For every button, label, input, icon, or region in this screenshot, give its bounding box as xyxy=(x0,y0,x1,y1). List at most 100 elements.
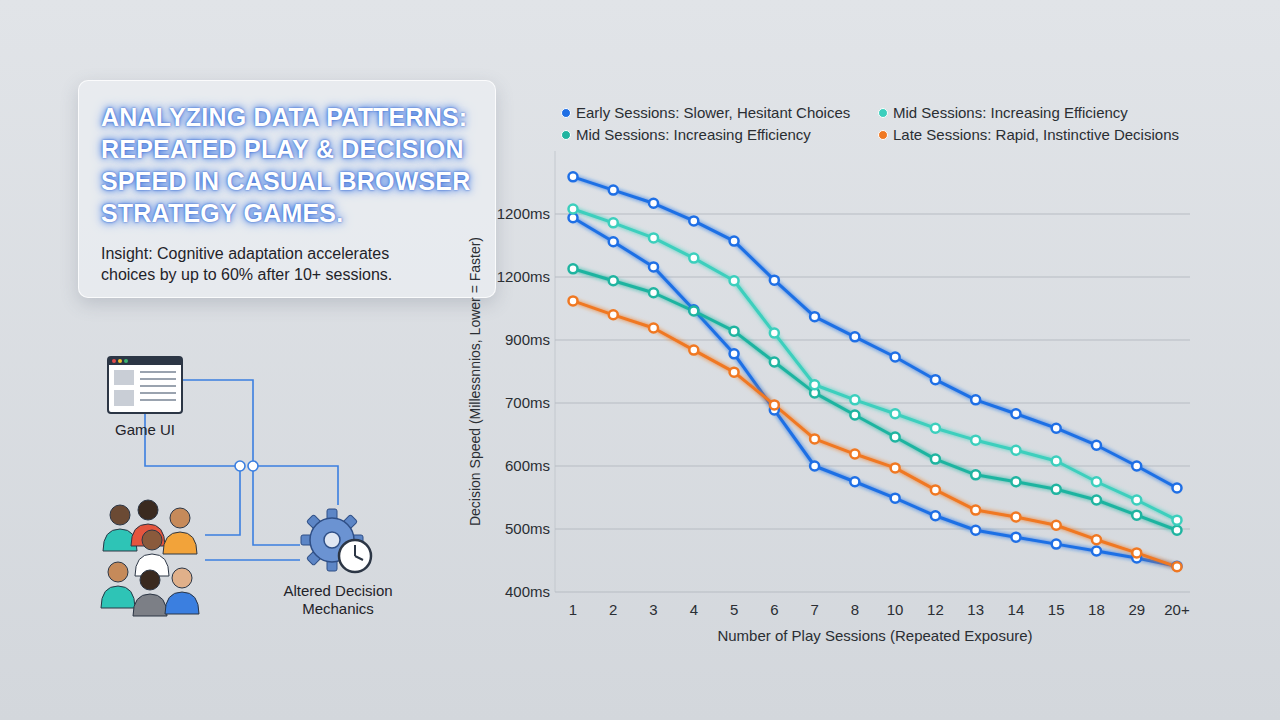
series-marker xyxy=(649,262,658,271)
grid-line xyxy=(555,214,1190,215)
series-marker xyxy=(850,410,859,419)
browser-panel xyxy=(114,390,134,406)
plot-area xyxy=(569,172,1182,571)
y-tick-label: 400ms xyxy=(505,583,550,600)
series-marker xyxy=(609,186,618,195)
clock-hands xyxy=(355,545,363,560)
series-marker xyxy=(891,353,900,362)
x-tick-label: 15 xyxy=(1048,601,1065,618)
series-marker xyxy=(850,450,859,459)
series-marker xyxy=(1173,562,1182,571)
x-tick-label: 3 xyxy=(649,601,657,618)
gear-hub xyxy=(324,532,340,548)
series-marker xyxy=(1052,521,1061,530)
series-marker xyxy=(971,436,980,445)
y-tick-label: 500ms xyxy=(505,520,550,537)
series-marker xyxy=(1052,424,1061,433)
y-tick-label: 1200ms xyxy=(497,205,550,222)
x-tick-label: 10 xyxy=(887,601,904,618)
x-tick-label: 20+ xyxy=(1164,601,1190,618)
subtitle: Insight: Cognitive adaptation accelerate… xyxy=(101,243,431,285)
series-marker xyxy=(1092,547,1101,556)
series-marker xyxy=(810,380,819,389)
series-marker xyxy=(1173,516,1182,525)
person-head xyxy=(170,508,190,528)
series-marker xyxy=(1011,477,1020,486)
grid xyxy=(555,214,1190,592)
series-marker xyxy=(689,346,698,355)
series-marker xyxy=(971,526,980,535)
series-marker xyxy=(931,424,940,433)
legend-label: Mid Sessions: Increasing Efficiency xyxy=(893,104,1128,121)
browser-text-line xyxy=(140,392,176,394)
grid-line xyxy=(555,277,1190,278)
series-marker xyxy=(649,233,658,242)
series-marker xyxy=(770,358,779,367)
legend-swatch xyxy=(879,109,888,118)
legend-label: Mid Sessions: Increasing Efficiency xyxy=(576,126,811,143)
series-marker xyxy=(1011,513,1020,522)
series-marker xyxy=(1052,485,1061,494)
series-marker xyxy=(1132,548,1141,557)
series-marker xyxy=(770,276,779,285)
legend-swatch xyxy=(562,131,571,140)
series-marker xyxy=(730,349,739,358)
grid-line xyxy=(555,340,1190,341)
series-marker xyxy=(971,506,980,515)
series-marker xyxy=(891,409,900,418)
diagram: Game UIAltered DecisionMechanics xyxy=(101,357,393,617)
series-marker xyxy=(850,477,859,486)
series-marker xyxy=(730,237,739,246)
series-marker xyxy=(569,264,578,273)
clock xyxy=(339,540,371,572)
junction xyxy=(235,461,245,471)
y-tick-label: 1200ms xyxy=(497,268,550,285)
y-tick-label: 900ms xyxy=(505,331,550,348)
browser-dot xyxy=(124,359,128,363)
node-label: Altered DecisionMechanics xyxy=(283,582,392,617)
x-tick-label: 7 xyxy=(810,601,818,618)
x-tick-label: 14 xyxy=(1008,601,1025,618)
browser-text-line xyxy=(140,378,176,380)
series-marker xyxy=(730,368,739,377)
series-marker xyxy=(971,470,980,479)
series-marker xyxy=(850,332,859,341)
series-marker xyxy=(609,276,618,285)
y-axis-title: Decision Speed (Millessnnios, Lower = Fa… xyxy=(467,237,483,526)
person-head xyxy=(140,570,160,590)
x-tick-label: 18 xyxy=(1088,601,1105,618)
legend: Early Sessions: Slower, Hesitant Choices… xyxy=(562,104,1179,143)
series-marker xyxy=(569,204,578,213)
person-head xyxy=(142,530,162,550)
series-marker xyxy=(810,312,819,321)
person-head xyxy=(110,505,130,525)
series-marker xyxy=(609,237,618,246)
series-marker xyxy=(931,375,940,384)
series-marker xyxy=(1052,540,1061,549)
legend-label: Late Sessions: Rapid, Instinctive Decisi… xyxy=(893,126,1179,143)
series-marker xyxy=(649,199,658,208)
browser-dot xyxy=(118,359,122,363)
series-line xyxy=(573,209,1177,520)
series-line xyxy=(573,218,1177,566)
series-marker xyxy=(770,400,779,409)
grid-line xyxy=(555,466,1190,467)
series-marker xyxy=(1173,526,1182,535)
person-head xyxy=(172,568,192,588)
grid-line xyxy=(555,403,1190,404)
series-marker xyxy=(1092,496,1101,505)
person-head xyxy=(108,562,128,582)
series-marker xyxy=(1011,533,1020,542)
node-label-line: Mechanics xyxy=(302,600,374,617)
title: ANALYZING DATA PATTERNS: REPEATED PLAY &… xyxy=(101,101,475,229)
legend-swatch xyxy=(562,109,571,118)
series-marker xyxy=(931,455,940,464)
x-tick-label: 13 xyxy=(967,601,984,618)
series-marker xyxy=(689,216,698,225)
series-marker xyxy=(1173,562,1182,571)
browser-text-line xyxy=(140,371,176,373)
y-axis-line xyxy=(555,151,556,592)
node-label-line: Altered Decision xyxy=(283,582,392,599)
series-marker xyxy=(891,494,900,503)
browser-text-line xyxy=(140,399,176,401)
